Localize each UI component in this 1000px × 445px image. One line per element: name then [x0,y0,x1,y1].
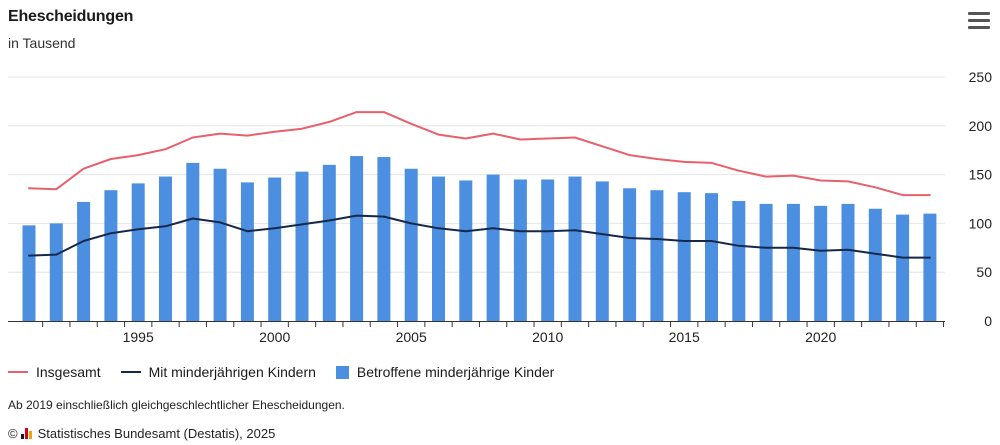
y-tick-label: 0 [984,313,992,329]
bar-children [513,179,527,321]
x-tick-label: 2015 [669,329,700,345]
bar-children [22,225,36,321]
bar-children [595,181,609,321]
bar-children [623,188,637,321]
bar-children [377,157,391,321]
bar-children [677,192,691,321]
bar-children [295,171,309,321]
credits-text: Statistisches Bundesamt (Destatis), 2025 [37,426,276,441]
x-tick-label: 2005 [396,329,427,345]
destatis-logo-icon [20,428,33,439]
legend-label-children: Betroffene minderjährige Kinder [356,364,555,380]
bar-children [650,190,664,321]
bar-children [814,205,828,321]
bar-children [759,203,773,321]
chart-subtitle: in Tausend [8,35,76,51]
x-tick-label: 2010 [532,329,563,345]
chart-legend: Insgesamt Mit minderjährigen Kindern Bet… [8,364,574,380]
bar-children [213,168,227,321]
hamburger-menu-icon[interactable] [968,12,990,32]
bar-children [896,214,910,321]
x-tick-label: 2020 [805,329,836,345]
bar-children [868,208,882,321]
bar-children [240,182,254,321]
bar-children [459,180,473,321]
bar-children [131,183,145,321]
y-tick-label: 50 [976,264,992,280]
line-series-with-children [28,214,931,259]
bar-children [268,177,282,321]
x-tick-label: 2000 [259,329,290,345]
bar-children [568,176,582,321]
copyright-symbol: © [8,426,18,441]
y-tick-label: 150 [969,167,993,183]
bar-children [786,203,800,321]
chart-title: Ehescheidungen [8,8,134,25]
bar-children [732,200,746,321]
line-series-total [28,111,931,197]
legend-item-children[interactable]: Betroffene minderjährige Kinder [335,364,555,380]
bar-children [350,156,364,321]
bar-children [705,193,718,321]
y-tick-label: 200 [969,118,993,134]
bar-children [541,179,555,321]
legend-item-with-children[interactable]: Mit minderjährigen Kindern [120,364,316,380]
legend-item-total[interactable]: Insgesamt [8,364,101,380]
bar-children [841,203,855,321]
legend-line-with-children-icon [120,371,141,373]
legend-label-total: Insgesamt [36,364,101,380]
bar-children [923,213,937,321]
bar-children [104,190,118,321]
legend-label-with-children: Mit minderjährigen Kindern [148,364,316,380]
chart-footnote: Ab 2019 einschließlich gleichgeschlechtl… [8,398,345,412]
legend-bar-children-icon [335,365,349,379]
legend-line-total-icon [8,371,28,373]
bar-children [186,162,200,321]
bar-children [486,174,500,321]
y-tick-label: 250 [969,69,993,85]
bar-children [77,201,91,321]
y-tick-label: 100 [969,215,993,231]
chart-credits[interactable]: © Statistisches Bundesamt (Destatis), 20… [8,426,275,441]
bar-children [432,176,445,321]
bar-children [49,223,63,321]
bar-children [159,176,172,321]
chart-plot: 0 50 100 150 200 250 1995 2000 2005 2010 2015 2020 [8,69,993,345]
bar-children [404,168,418,321]
bar-children [322,164,336,321]
x-tick-label: 1995 [123,329,154,345]
